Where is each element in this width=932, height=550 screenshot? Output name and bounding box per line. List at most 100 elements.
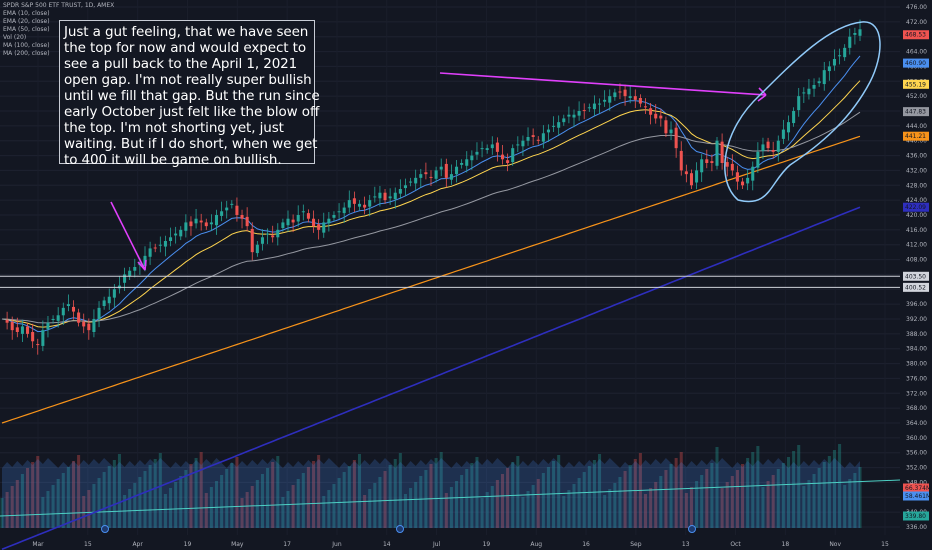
candle-body (649, 108, 653, 115)
time-tick-label: Sep (630, 541, 642, 548)
price-tick-label: 384.00 (906, 346, 927, 353)
candle-body (373, 196, 377, 198)
volume-bar (730, 476, 734, 528)
candle-body (480, 148, 484, 150)
time-tick-label: 19 (184, 541, 192, 548)
time-axis[interactable]: Mar 15 Apr 19 May 17 Jun 14 Jul 19 Aug 16 Sep 13 Oct 18… (32, 541, 889, 548)
volume-bar (838, 444, 842, 528)
volume-bar (608, 489, 612, 528)
volume-bar (720, 488, 724, 528)
price-badge (903, 58, 929, 68)
legend-ema20[interactable]: EMA (20, close) (3, 18, 50, 25)
volume-bar (15, 480, 19, 528)
time-tick-label: 13 (682, 541, 690, 548)
candle-body (705, 159, 709, 163)
drawn-annotations[interactable] (110, 21, 881, 271)
legend-ma100[interactable]: MA (100, close) (3, 42, 50, 49)
candle-body (582, 110, 586, 112)
candle-body (781, 129, 785, 139)
volume-bar (220, 475, 224, 528)
volume-bar (766, 481, 770, 528)
price-tick-label: 368.00 (906, 405, 927, 412)
volume-bars (0, 444, 901, 528)
price-badge (903, 131, 929, 141)
volume-bar (807, 480, 811, 528)
candle-body (51, 319, 55, 320)
time-tick-label: Jun (331, 541, 342, 548)
candle-body (240, 215, 244, 219)
volume-bar (245, 492, 249, 528)
price-tick-label: 380.00 (906, 361, 927, 368)
volume-bar (572, 484, 576, 528)
candle-body (674, 127, 678, 149)
volume-badge-label: 66.374M (905, 485, 931, 492)
volume-bar (623, 471, 627, 528)
volume-bar (633, 459, 637, 528)
volume-bar (465, 469, 469, 528)
legend-ma200[interactable]: MA (200, close) (3, 50, 50, 57)
candle-body (312, 218, 316, 227)
candle-body (5, 319, 9, 323)
volume-bar (429, 464, 433, 528)
volume-badge (903, 511, 929, 521)
volume-bar (337, 478, 341, 528)
volume-bar (741, 464, 745, 528)
candle-body (419, 174, 423, 178)
candle-body (41, 330, 45, 346)
volume-bar (628, 465, 632, 528)
volume-bar (281, 497, 285, 528)
price-tick-label: 432.00 (906, 167, 927, 174)
candle-body (194, 218, 198, 224)
candle-body (388, 196, 392, 199)
volume-bar (291, 485, 295, 528)
horizontal-levels[interactable] (0, 275, 900, 288)
candle-body (184, 222, 188, 231)
candle-body (751, 166, 755, 181)
candle-body (720, 141, 724, 163)
candle-body (761, 144, 765, 151)
annotation-note[interactable]: Just a gut feeling, that we have seen th… (59, 20, 320, 168)
volume-bar (286, 491, 290, 528)
candle-body (771, 150, 775, 152)
volume-bar (480, 498, 484, 528)
candle-body (87, 323, 91, 331)
volume-bar (398, 453, 402, 528)
candle-body (500, 154, 505, 160)
earnings-marker-icon[interactable] (101, 525, 109, 533)
volume-bar (797, 445, 801, 528)
candle-body (286, 218, 290, 226)
candle-body (516, 144, 520, 146)
ma200-line (1, 206, 861, 550)
price-tick-label: 472.00 (906, 19, 927, 26)
candle-body (61, 307, 65, 316)
candle-body (807, 88, 811, 95)
candle-body (225, 207, 229, 211)
legend-ema10[interactable]: EMA (10, close) (3, 10, 50, 17)
volume-bar (378, 477, 382, 528)
candle-body (812, 85, 816, 89)
candle-body (102, 300, 106, 306)
candle-body (506, 160, 510, 163)
candle-body (429, 176, 433, 178)
volume-bar (148, 465, 152, 528)
volume-bar (158, 453, 162, 528)
earnings-marker-icon[interactable] (396, 525, 404, 533)
annotation-trend-arrow (439, 72, 767, 96)
price-tick-label: 412.00 (906, 242, 927, 249)
candle-body (209, 222, 213, 225)
earnings-marker-icon[interactable] (688, 525, 696, 533)
candle-body (434, 170, 438, 179)
candle-body (128, 270, 132, 277)
volume-bar (598, 454, 602, 528)
volume-bar (71, 461, 76, 528)
price-badge (903, 282, 929, 292)
legend-volume[interactable]: Vol (20) (3, 34, 27, 41)
candle-body (587, 107, 591, 109)
candle-body (853, 33, 857, 35)
legend-ema50[interactable]: EMA (50, close) (3, 26, 50, 33)
volume-bar (490, 486, 494, 528)
volume-bar (255, 480, 259, 528)
volume-bar (700, 475, 704, 528)
